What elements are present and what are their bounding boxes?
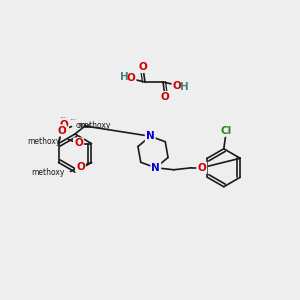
Text: methoxy: methoxy	[77, 121, 111, 130]
Text: methoxy: methoxy	[31, 168, 64, 177]
Text: Cl: Cl	[220, 126, 231, 136]
Text: methoxy: methoxy	[70, 118, 77, 119]
Text: O: O	[139, 62, 147, 72]
Text: OMe: OMe	[76, 122, 91, 128]
Text: O: O	[74, 139, 83, 148]
Text: O: O	[160, 92, 169, 102]
Text: methoxy: methoxy	[60, 117, 67, 118]
Text: O: O	[197, 163, 206, 173]
Text: O: O	[59, 119, 68, 130]
Text: N: N	[152, 163, 160, 173]
Text: O: O	[172, 81, 182, 91]
Text: H: H	[180, 82, 188, 92]
Text: methoxy: methoxy	[27, 137, 61, 146]
Text: O: O	[57, 125, 66, 136]
Text: N: N	[146, 131, 154, 141]
Text: H: H	[120, 72, 128, 82]
Text: O: O	[76, 161, 85, 172]
Text: O: O	[127, 73, 135, 83]
